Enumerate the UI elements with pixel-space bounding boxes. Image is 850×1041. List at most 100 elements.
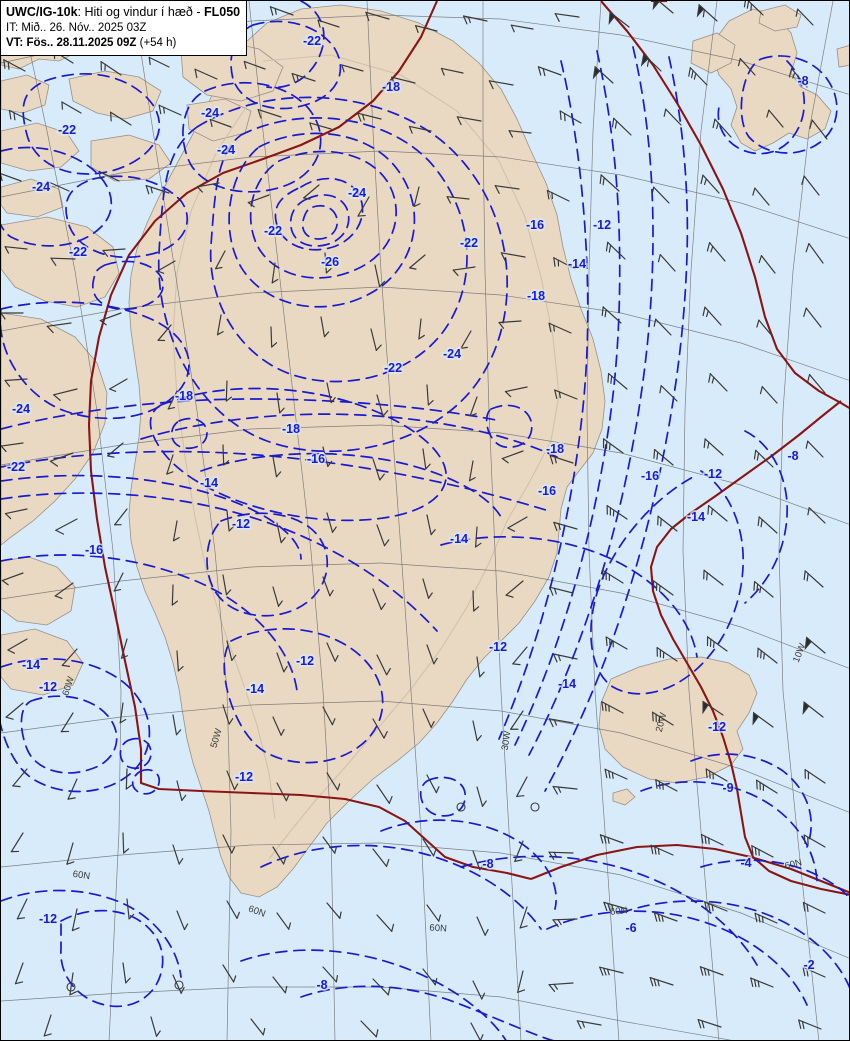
isotherm-label: -14-14 — [244, 680, 266, 697]
svg-text:-16: -16 — [641, 469, 659, 483]
svg-text:-14: -14 — [22, 658, 40, 672]
isotherm-label: -16-16 — [305, 450, 327, 467]
svg-text:-12: -12 — [232, 517, 250, 531]
land-nw-island-g — [1, 178, 64, 218]
isotherm-label: -16-16 — [524, 216, 546, 233]
isotherm-label: -12-12 — [37, 678, 59, 695]
svg-text:-18: -18 — [175, 389, 193, 403]
svg-text:-16: -16 — [307, 452, 325, 466]
isotherm-label: -8-8 — [786, 447, 801, 464]
isotherm-label: -12-12 — [591, 216, 613, 233]
svg-text:-12: -12 — [39, 680, 57, 694]
graticule-label: 60N — [784, 857, 804, 872]
svg-text:-24: -24 — [201, 106, 219, 120]
svg-text:-14: -14 — [200, 476, 218, 490]
isotherm-label: -18-18 — [173, 387, 195, 404]
land-nw-island-b — [68, 70, 162, 120]
svg-text:-14: -14 — [558, 677, 576, 691]
issue-time: Mið.. 26. Nóv.. 2025 03Z — [21, 21, 147, 34]
isotherm-label: -22-22 — [67, 243, 89, 260]
isotherm-label: -18-18 — [280, 420, 302, 437]
land-ireland — [690, 32, 736, 74]
isotherm-label: -22-22 — [262, 222, 284, 239]
isotherm-label: -12-12 — [233, 768, 255, 785]
wind-barb-field — [1, 1, 828, 1040]
svg-text:-14: -14 — [568, 257, 586, 271]
svg-text:-16: -16 — [641, 469, 659, 483]
svg-text:-18: -18 — [382, 80, 400, 94]
isotherm-label: -8-8 — [481, 855, 496, 872]
isotherm-label: -8-8 — [796, 72, 811, 89]
svg-text:-24: -24 — [12, 402, 30, 416]
svg-text:-12: -12 — [296, 654, 314, 668]
svg-text:-16: -16 — [538, 484, 556, 498]
svg-text:-16: -16 — [85, 543, 103, 557]
isotherm-label: -14-14 — [20, 656, 42, 673]
isotherm-label: -14-14 — [566, 255, 588, 272]
land-shetland — [836, 45, 849, 68]
svg-text:-12: -12 — [704, 467, 722, 481]
isotherm-label: -18-18 — [544, 440, 566, 457]
svg-text:-24: -24 — [201, 106, 219, 120]
svg-text:-14: -14 — [687, 510, 705, 524]
svg-text:-12: -12 — [39, 680, 57, 694]
svg-text:-18: -18 — [527, 289, 545, 303]
svg-text:-26: -26 — [321, 255, 339, 269]
svg-text:-8: -8 — [316, 978, 327, 992]
svg-text:-24: -24 — [12, 402, 30, 416]
svg-text:-22: -22 — [460, 236, 478, 250]
product-description: : Hiti og vindur í hæð - — [77, 5, 204, 19]
svg-text:-24: -24 — [443, 347, 461, 361]
isotherm-label: -22-22 — [301, 32, 323, 49]
svg-text:-22: -22 — [7, 460, 25, 474]
svg-text:-12: -12 — [235, 770, 253, 784]
isotherm-label: -24-24 — [441, 345, 463, 362]
svg-text:-18: -18 — [282, 422, 300, 436]
isotherm-label: -14-14 — [685, 508, 707, 525]
svg-text:-12: -12 — [708, 720, 726, 734]
isotherm-label: -12-12 — [294, 652, 316, 669]
svg-text:-24: -24 — [348, 186, 366, 200]
isotherm-label: -26-26 — [319, 253, 341, 270]
chart-title-box: UWC/IG-10k: Hiti og vindur í hæð - FL050… — [1, 1, 248, 56]
svg-text:-24: -24 — [217, 143, 235, 157]
isotherm-label: -12-12 — [702, 465, 724, 482]
landmass-group — [1, 1, 849, 898]
svg-text:-14: -14 — [22, 658, 40, 672]
land-labrador-nw — [1, 628, 84, 696]
svg-text:-22: -22 — [69, 245, 87, 259]
svg-text:-14: -14 — [558, 677, 576, 691]
svg-text:-12: -12 — [39, 912, 57, 926]
svg-text:-22: -22 — [7, 460, 25, 474]
svg-text:-12: -12 — [593, 218, 611, 232]
svg-text:-22: -22 — [460, 236, 478, 250]
isotherm-label: -22-22 — [382, 359, 404, 376]
title-line-issue: IT: Mið.. 26. Nóv.. 2025 03Z — [6, 21, 240, 36]
svg-text:-22: -22 — [384, 361, 402, 375]
svg-text:-14: -14 — [450, 532, 468, 546]
isotherm-label: -16-16 — [83, 541, 105, 558]
svg-text:-16: -16 — [538, 484, 556, 498]
valid-time: Fös.. 28.11.2025 09Z — [26, 36, 137, 49]
svg-text:-4: -4 — [740, 856, 751, 870]
svg-text:-14: -14 — [568, 257, 586, 271]
land-nw-island-e — [1, 122, 80, 172]
land-britain-isle — [758, 4, 802, 32]
graticule-label: 50W — [209, 727, 225, 749]
svg-text:-16: -16 — [307, 452, 325, 466]
graticule-label: 60N — [429, 923, 447, 935]
svg-text:-16: -16 — [526, 218, 544, 232]
isotherm-label: -24-24 — [30, 178, 52, 195]
svg-text:-18: -18 — [175, 389, 193, 403]
svg-text:-12: -12 — [708, 720, 726, 734]
isotherm-label: -12-12 — [706, 718, 728, 735]
title-line-product: UWC/IG-10k: Hiti og vindur í hæð - FL050 — [6, 4, 240, 21]
svg-text:-22: -22 — [303, 34, 321, 48]
isotherm-label: -24-24 — [10, 400, 32, 417]
svg-text:-16: -16 — [526, 218, 544, 232]
isotherm-label: -12-12 — [230, 515, 252, 532]
svg-text:-8: -8 — [797, 74, 808, 88]
svg-text:-18: -18 — [546, 442, 564, 456]
svg-text:-9: -9 — [722, 781, 733, 795]
